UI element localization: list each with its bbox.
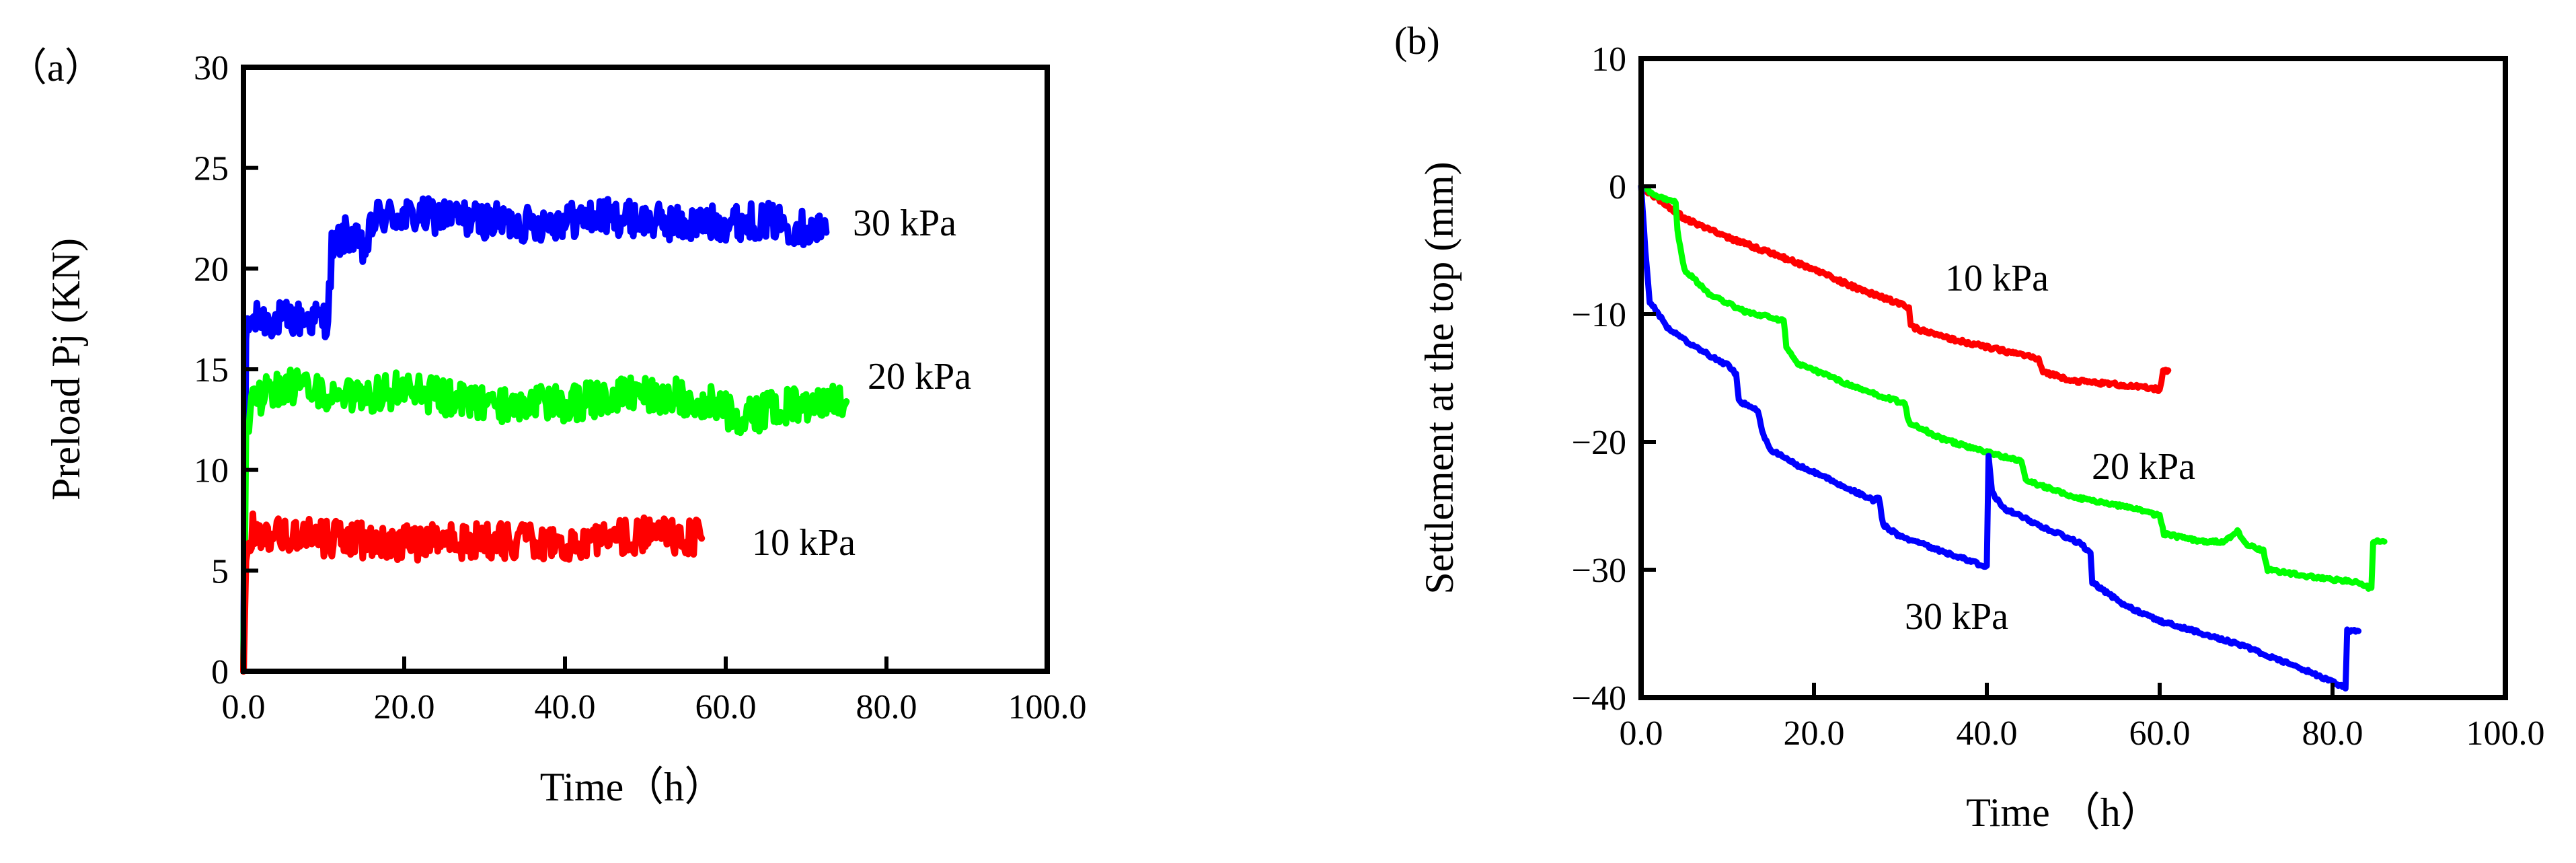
panel-b-x-tick-label: 20.0 <box>1784 714 1845 753</box>
panel-a-x-axis-title: Time（h） <box>540 765 725 809</box>
panel-b-series-30kpa <box>1638 183 2362 692</box>
panel-b-x-tick-label: 100.0 <box>2466 714 2545 753</box>
panel-a-y-tick-label: 25 <box>194 150 229 188</box>
panel-a-label-30kpa: 30 kPa <box>853 202 956 244</box>
panel-b-label: (b) <box>1394 19 1440 63</box>
panel-a-x-tick-label: 80.0 <box>856 688 917 726</box>
panel-a-y-tick-label: 5 <box>211 552 229 591</box>
panel-b-x-tick-label: 0.0 <box>1620 714 1663 753</box>
panel-b-y-tick-label: 0 <box>1609 168 1626 207</box>
panel-a-preload-chart: （a） 0.0 20.0 40.0 60.0 80.0 100.0 0 5 10 15 20 25 30… <box>8 46 1087 809</box>
panel-b-y-tick-label: −10 <box>1572 296 1626 334</box>
panel-a-series-labels: 30 kPa 20 kPa 10 kPa <box>752 202 971 564</box>
panel-b-series-labels: 10 kPa 20 kPa 30 kPa <box>1905 258 2195 638</box>
panel-a-y-tick-label: 15 <box>194 351 229 389</box>
panel-a-x-tick-label: 40.0 <box>535 688 596 726</box>
panel-b-ticks: 0.0 20.0 40.0 60.0 80.0 100.0 −40 −30 −20 −10 0 10 <box>1572 40 2545 753</box>
panel-b-series-10kpa <box>1638 183 2172 394</box>
panel-b-x-tick-label: 80.0 <box>2302 714 2363 753</box>
panel-b-label-20kpa: 20 kPa <box>2092 446 2195 488</box>
panel-a-label-20kpa: 20 kPa <box>868 356 971 398</box>
panel-b-y-tick-label: −30 <box>1572 552 1626 590</box>
panel-a-label-10kpa: 10 kPa <box>752 522 856 564</box>
panel-a-y-axis-title: Preload Pj (KN) <box>44 238 88 500</box>
panel-a-series-20kpa <box>240 367 850 675</box>
panel-b-y-tick-label: 10 <box>1591 40 1626 79</box>
panel-b-plot-area <box>1638 183 2388 692</box>
panel-b-frame <box>1638 56 2508 700</box>
panel-b-label-30kpa: 30 kPa <box>1905 596 2008 638</box>
panel-a-plot-area <box>240 195 850 675</box>
panel-a-x-tick-label: 0.0 <box>222 688 266 726</box>
panel-b-y-tick-label: −40 <box>1572 679 1626 718</box>
panel-a-ticks: 0.0 20.0 40.0 60.0 80.0 100.0 0 5 10 15 20 25 30 <box>194 49 1087 726</box>
panel-b-y-axis-title: Settlement at the top (mm) <box>1417 161 1462 594</box>
panel-b-label-10kpa: 10 kPa <box>1945 258 2049 299</box>
panel-a-y-tick-label: 10 <box>194 452 229 490</box>
panel-b-settlement-chart: (b) 0.0 20.0 40.0 60.0 80.0 100.0 −40 −30 −20 −10… <box>1394 19 2545 835</box>
panel-b-series-20kpa <box>1638 183 2388 592</box>
panel-a-y-tick-label: 0 <box>211 653 229 691</box>
panel-a-x-tick-label: 20.0 <box>374 688 435 726</box>
panel-a-series-30kpa <box>240 195 830 675</box>
panel-a-x-tick-label: 60.0 <box>695 688 757 726</box>
panel-a-x-tick-label: 100.0 <box>1008 688 1087 726</box>
panel-a-y-tick-label: 30 <box>194 49 229 87</box>
panel-a-label: （a） <box>8 46 104 89</box>
panel-b-x-axis-title: Time （h） <box>1966 790 2161 835</box>
panel-b-x-tick-label: 60.0 <box>2129 714 2191 753</box>
panel-b-x-tick-label: 40.0 <box>1957 714 2018 753</box>
panel-b-y-tick-label: −20 <box>1572 424 1626 462</box>
panel-a-series-10kpa <box>240 510 706 675</box>
panel-a-y-tick-label: 20 <box>194 250 229 289</box>
